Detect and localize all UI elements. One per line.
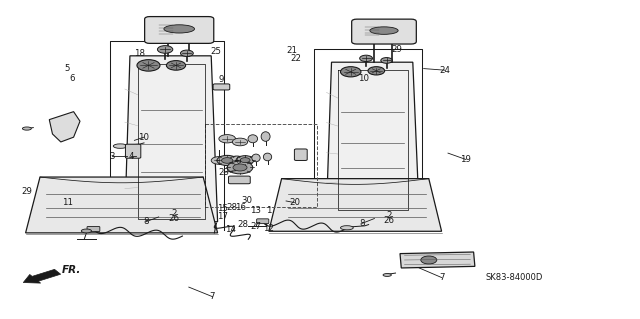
- Ellipse shape: [81, 229, 92, 233]
- Text: 18: 18: [134, 49, 145, 58]
- Circle shape: [180, 50, 193, 56]
- Circle shape: [211, 157, 227, 164]
- FancyBboxPatch shape: [228, 176, 250, 184]
- Ellipse shape: [383, 274, 392, 276]
- Text: 16: 16: [235, 203, 246, 212]
- FancyBboxPatch shape: [257, 219, 269, 224]
- Circle shape: [221, 158, 233, 163]
- Text: 23: 23: [218, 168, 230, 177]
- Ellipse shape: [164, 25, 195, 33]
- Text: 20: 20: [289, 198, 300, 207]
- Polygon shape: [125, 56, 218, 222]
- Circle shape: [340, 67, 361, 77]
- Circle shape: [360, 55, 372, 62]
- Circle shape: [166, 61, 186, 70]
- Circle shape: [219, 135, 236, 143]
- Text: 12: 12: [263, 224, 275, 233]
- Text: 17: 17: [217, 212, 228, 221]
- Text: 8: 8: [360, 219, 365, 228]
- Text: 2: 2: [172, 209, 177, 218]
- Ellipse shape: [421, 256, 437, 264]
- Polygon shape: [400, 252, 475, 268]
- FancyArrow shape: [23, 269, 61, 283]
- Text: 26: 26: [168, 214, 180, 223]
- Text: 10: 10: [358, 74, 369, 83]
- Text: 21: 21: [286, 46, 298, 55]
- Ellipse shape: [261, 132, 270, 141]
- Polygon shape: [26, 177, 218, 233]
- Polygon shape: [269, 179, 442, 231]
- Circle shape: [137, 60, 160, 71]
- Text: 2: 2: [387, 211, 392, 220]
- Text: 29: 29: [22, 187, 32, 196]
- Text: 5: 5: [65, 64, 70, 73]
- Circle shape: [381, 57, 392, 63]
- Bar: [205, 124, 317, 207]
- Text: 10: 10: [138, 133, 150, 142]
- Polygon shape: [326, 62, 419, 213]
- Polygon shape: [49, 112, 80, 142]
- Text: 28: 28: [237, 220, 249, 229]
- Ellipse shape: [263, 153, 272, 161]
- Text: 25: 25: [211, 48, 222, 56]
- Text: 13: 13: [250, 206, 262, 215]
- Text: 9: 9: [219, 75, 224, 84]
- Ellipse shape: [252, 154, 260, 162]
- Ellipse shape: [340, 226, 353, 230]
- Text: 1: 1: [266, 206, 271, 215]
- Text: 6: 6: [69, 74, 74, 83]
- Text: 15: 15: [217, 204, 228, 213]
- Ellipse shape: [22, 127, 31, 130]
- Text: 3: 3: [109, 152, 115, 161]
- FancyBboxPatch shape: [213, 84, 230, 90]
- Circle shape: [232, 138, 248, 146]
- Text: 27: 27: [250, 222, 262, 231]
- Text: 24: 24: [439, 66, 451, 75]
- Circle shape: [230, 156, 244, 163]
- Circle shape: [233, 164, 247, 171]
- Circle shape: [236, 156, 254, 165]
- Ellipse shape: [248, 135, 258, 143]
- Ellipse shape: [113, 144, 127, 148]
- Text: 26: 26: [383, 216, 395, 225]
- Circle shape: [157, 46, 173, 53]
- Text: 28: 28: [227, 203, 238, 212]
- Circle shape: [240, 158, 250, 163]
- Text: 30: 30: [241, 196, 252, 205]
- FancyBboxPatch shape: [125, 144, 141, 158]
- Circle shape: [227, 161, 253, 174]
- FancyBboxPatch shape: [294, 149, 307, 160]
- FancyBboxPatch shape: [87, 226, 100, 232]
- Text: 29: 29: [392, 45, 402, 54]
- Text: FR.: FR.: [61, 264, 81, 275]
- Text: 4: 4: [129, 152, 134, 161]
- Text: 11: 11: [61, 198, 73, 207]
- Text: 14: 14: [225, 225, 236, 234]
- Circle shape: [217, 155, 237, 166]
- Circle shape: [368, 67, 385, 75]
- Text: 7: 7: [439, 273, 444, 282]
- Text: 22: 22: [290, 54, 301, 63]
- Text: 8: 8: [143, 217, 148, 226]
- Ellipse shape: [370, 27, 398, 34]
- Text: 7: 7: [210, 292, 215, 301]
- FancyBboxPatch shape: [145, 17, 214, 43]
- Text: 19: 19: [461, 155, 471, 164]
- Text: SK83-84000D: SK83-84000D: [485, 273, 543, 282]
- FancyBboxPatch shape: [352, 19, 417, 44]
